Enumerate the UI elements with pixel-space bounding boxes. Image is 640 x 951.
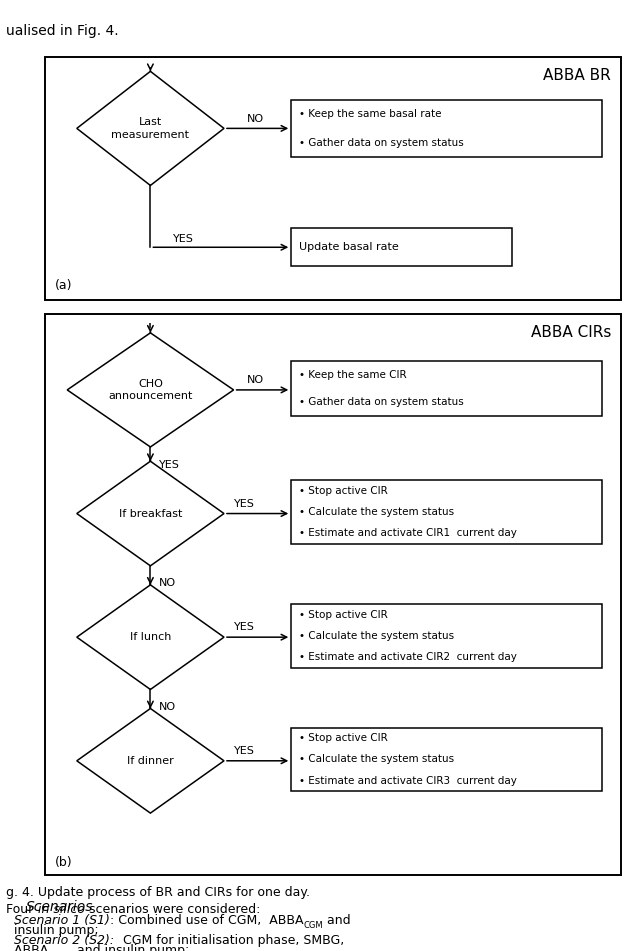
Text: in silico: in silico <box>38 902 84 916</box>
Text: YES: YES <box>234 498 255 509</box>
Text: (b): (b) <box>54 856 72 869</box>
Text: and insulin pump;: and insulin pump; <box>74 943 189 951</box>
Text: YES: YES <box>159 460 180 471</box>
Text: • Calculate the system status: • Calculate the system status <box>299 754 454 765</box>
Text: (a): (a) <box>54 279 72 292</box>
Text: Scenario 1 (S1): Scenario 1 (S1) <box>14 914 110 927</box>
Text: Scenario 2 (S2):: Scenario 2 (S2): <box>14 934 115 947</box>
Text: and: and <box>323 914 351 927</box>
Text: YES: YES <box>234 746 255 756</box>
Text: CHO
announcement: CHO announcement <box>108 378 193 401</box>
Text: ualised in Fig. 4.: ualised in Fig. 4. <box>6 24 119 38</box>
Text: If lunch: If lunch <box>130 632 171 642</box>
Text: • Keep the same CIR: • Keep the same CIR <box>299 370 406 380</box>
Text: • Stop active CIR: • Stop active CIR <box>299 486 388 495</box>
Text: • Gather data on system status: • Gather data on system status <box>299 138 463 147</box>
Text: insulin pump;: insulin pump; <box>6 923 99 937</box>
Bar <box>291 604 602 668</box>
Text: scenarios were considered:: scenarios were considered: <box>84 902 260 916</box>
Bar <box>291 480 602 544</box>
Text: • Keep the same basal rate: • Keep the same basal rate <box>299 109 442 119</box>
Bar <box>45 57 621 300</box>
Text: If dinner: If dinner <box>127 756 174 766</box>
Text: • Stop active CIR: • Stop active CIR <box>299 733 388 743</box>
Text: Four: Four <box>6 902 38 916</box>
Text: • Stop active CIR: • Stop active CIR <box>299 610 388 619</box>
Text: g. 4. Update process of BR and CIRs for one day.: g. 4. Update process of BR and CIRs for … <box>6 886 310 900</box>
Text: If breakfast: If breakfast <box>118 509 182 518</box>
Text: • Estimate and activate CIR2  current day: • Estimate and activate CIR2 current day <box>299 652 516 662</box>
Text: YES: YES <box>173 234 194 244</box>
Text: CGM for initialisation phase, SMBG,: CGM for initialisation phase, SMBG, <box>115 934 344 947</box>
Bar <box>291 728 602 791</box>
Text: NO: NO <box>246 375 264 385</box>
Text: ABBA: ABBA <box>6 943 49 951</box>
Bar <box>291 361 602 416</box>
Bar <box>45 314 621 875</box>
Text: • Estimate and activate CIR1  current day: • Estimate and activate CIR1 current day <box>299 529 516 538</box>
Text: ABBA BR: ABBA BR <box>543 68 611 84</box>
Text: • Calculate the system status: • Calculate the system status <box>299 507 454 517</box>
Text: NO: NO <box>246 113 264 124</box>
Text: : Combined use of CGM,  ABBA: : Combined use of CGM, ABBA <box>110 914 304 927</box>
Text: Update basal rate: Update basal rate <box>299 243 399 252</box>
Text: YES: YES <box>234 622 255 632</box>
Text: ABBA CIRs: ABBA CIRs <box>531 325 611 340</box>
Bar <box>291 228 512 266</box>
Text: CGM: CGM <box>304 922 323 930</box>
Text: • Estimate and activate CIR3  current day: • Estimate and activate CIR3 current day <box>299 776 516 786</box>
Text: • Calculate the system status: • Calculate the system status <box>299 631 454 641</box>
Text: NO: NO <box>159 578 176 589</box>
Text: NO: NO <box>159 702 176 712</box>
Bar <box>291 100 602 157</box>
Text: Last
measurement: Last measurement <box>111 117 189 140</box>
Text: • Gather data on system status: • Gather data on system status <box>299 397 463 407</box>
Text: Scenarios: Scenarios <box>26 900 93 914</box>
